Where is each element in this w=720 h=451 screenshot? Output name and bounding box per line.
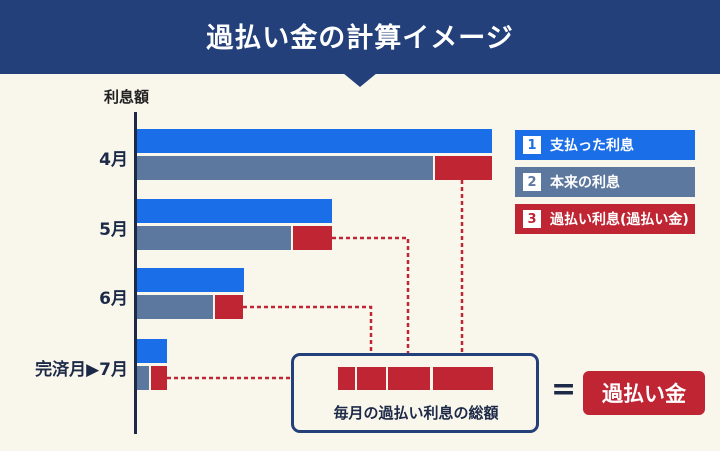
overpaid-interest-bar (293, 226, 332, 250)
actual-interest-bar (137, 366, 149, 390)
header-pointer (343, 73, 377, 87)
y-axis-line (134, 112, 137, 434)
legend-number: 1 (523, 136, 541, 154)
month-label: 完済月▶7月 (35, 355, 128, 380)
month-label: 4月 (99, 145, 128, 170)
result-box: 過払い金 (583, 371, 705, 415)
actual-interest-bar (137, 156, 433, 180)
actual-interest-bar (137, 295, 213, 319)
actual-interest-bar (137, 226, 291, 250)
legend-number: 3 (523, 210, 541, 228)
month-name: 7月 (99, 360, 128, 380)
header-banner: 過払い金の計算イメージ (0, 0, 720, 74)
overpaid-connector (243, 305, 373, 367)
total-label: 毎月の過払い利息の総額 (333, 404, 499, 422)
month-label: 6月 (99, 284, 128, 309)
legend-item: 2 本来の利息 (515, 167, 695, 197)
total-overpaid-segment (433, 367, 493, 390)
paid-interest-bar (137, 199, 332, 223)
paid-interest-bar (137, 339, 167, 363)
month-name: 4月 (99, 150, 128, 170)
legend-item: 3 過払い利息(過払い金) (515, 204, 695, 234)
total-box (291, 353, 539, 433)
payoff-month-marker: 完済月▶ (35, 360, 100, 380)
overpaid-connector (332, 236, 410, 367)
paid-interest-bar (137, 129, 492, 153)
legend-label: 過払い利息(過払い金) (550, 212, 689, 228)
paid-interest-bar (137, 268, 244, 292)
total-overpaid-segment (338, 367, 355, 390)
total-overpaid-segment (388, 367, 430, 390)
page-title: 過払い金の計算イメージ (206, 22, 514, 54)
legend-item: 1 支払った利息 (515, 130, 695, 160)
month-label: 5月 (99, 215, 128, 240)
axis-label: 利息額 (104, 88, 150, 106)
legend-label: 支払った利息 (550, 138, 634, 154)
month-name: 6月 (99, 289, 128, 309)
equals-sign: = (551, 372, 577, 407)
legend-number: 2 (523, 173, 541, 191)
total-overpaid-segment (357, 367, 386, 390)
month-name: 5月 (99, 220, 128, 240)
overpaid-interest-bar (151, 366, 167, 390)
overpaid-interest-bar (435, 156, 492, 180)
legend-label: 本来の利息 (550, 175, 620, 191)
overpaid-interest-bar (215, 295, 243, 319)
